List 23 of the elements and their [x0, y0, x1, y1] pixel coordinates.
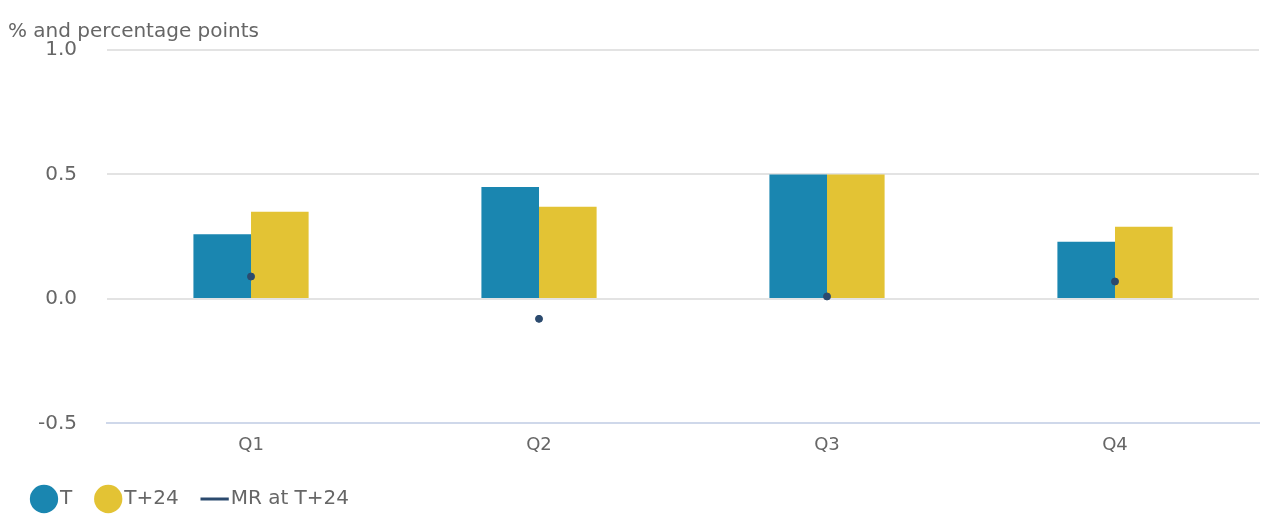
bar	[539, 206, 597, 298]
x-tick-label: Q2	[526, 432, 552, 454]
bar	[827, 174, 885, 298]
bar	[251, 211, 309, 298]
legend-label: T+24	[123, 485, 179, 510]
legend-label: MR at T+24	[230, 485, 350, 510]
y-tick-label: -0.5	[37, 409, 78, 434]
y-tick-label: 0.5	[45, 160, 78, 185]
legend-label: T	[59, 485, 73, 510]
x-tick-label: Q1	[238, 432, 264, 454]
bar	[1057, 241, 1115, 298]
x-tick-label: Q4	[1102, 432, 1128, 454]
bar	[1115, 226, 1173, 298]
point	[823, 292, 832, 301]
x-tick-label: Q3	[814, 432, 840, 454]
y-tick-label: 1.0	[45, 36, 78, 61]
point	[535, 314, 544, 323]
bar	[769, 174, 828, 298]
point	[247, 272, 256, 281]
bar	[481, 186, 540, 298]
y-tick-label: 0.0	[45, 285, 78, 310]
bar	[193, 234, 252, 298]
point	[1111, 277, 1119, 286]
